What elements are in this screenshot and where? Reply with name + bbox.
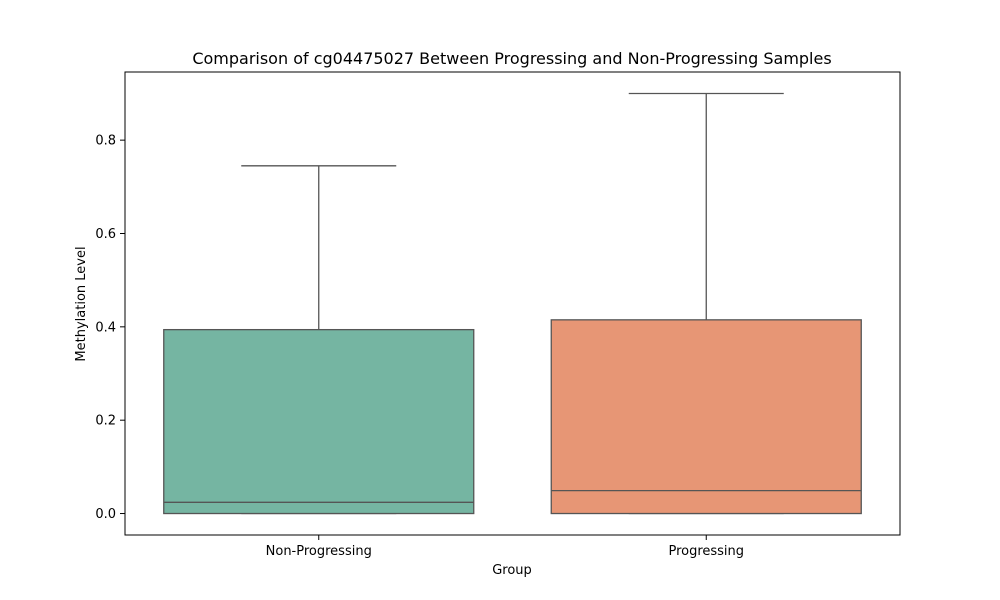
box-iqr xyxy=(163,328,475,515)
box-iqr xyxy=(550,319,862,515)
chart-title: Comparison of cg04475027 Between Progres… xyxy=(192,49,831,68)
y-axis-label: Methylation Level xyxy=(74,246,89,361)
plot-frame xyxy=(124,71,901,536)
y-tick-label: 0.2 xyxy=(95,414,116,429)
box-group-1 xyxy=(163,165,475,515)
x-tick-label: Non-Progressing xyxy=(266,544,372,559)
x-axis-label: Group xyxy=(492,563,532,578)
box-group-2 xyxy=(550,92,862,515)
y-tick-label: 0.8 xyxy=(95,134,116,149)
x-tick-label: Progressing xyxy=(668,544,744,559)
y-tick-label: 0.6 xyxy=(95,227,116,242)
y-tick-label: 0.0 xyxy=(95,507,116,522)
plot-area: 0.0 0.2 0.4 0.6 0.8 Non-Progressing Progressin… xyxy=(95,71,901,559)
y-tick-label: 0.4 xyxy=(95,320,116,335)
